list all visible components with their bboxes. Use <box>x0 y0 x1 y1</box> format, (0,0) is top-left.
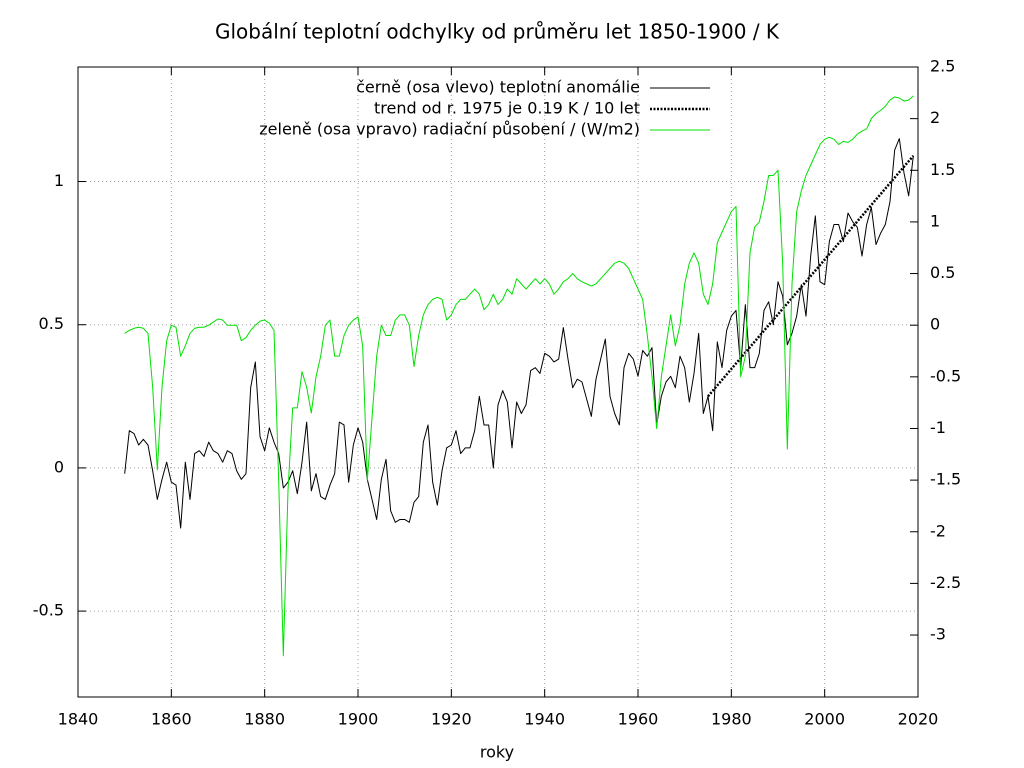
x-tick-label: 1940 <box>524 710 565 729</box>
y2-tick-label: -1 <box>930 418 946 437</box>
data-line <box>124 138 914 529</box>
legend-label: černě (osa vlevo) teplotní anomálie <box>356 78 640 97</box>
x-tick-label: 2020 <box>898 710 939 729</box>
y-tick-label: -0.5 <box>33 601 64 620</box>
chart-title: Globální teplotní odchylky od průměru le… <box>215 20 780 44</box>
x-tick-label: 2000 <box>804 710 845 729</box>
x-axis-label: roky <box>480 743 514 762</box>
y2-tick-label: 2.5 <box>930 57 955 76</box>
y2-tick-label: -3 <box>930 625 946 644</box>
y2-tick-label: -0.5 <box>930 366 961 385</box>
data-line <box>707 154 915 398</box>
x-tick-label: 1880 <box>244 710 285 729</box>
y-tick-label: 0.5 <box>39 314 64 333</box>
y-tick-label: 0 <box>54 457 64 476</box>
data-line <box>124 95 914 657</box>
y2-tick-label: 1 <box>930 211 940 230</box>
y2-tick-label: -2 <box>930 521 946 540</box>
x-tick-label: 1860 <box>151 710 192 729</box>
legend-label: zeleně (osa vpravo) radiační působení / … <box>259 120 640 139</box>
y2-tick-label: 1.5 <box>930 160 955 179</box>
y2-tick-label: -1.5 <box>930 470 961 489</box>
x-tick-label: 1980 <box>711 710 752 729</box>
x-tick-label: 1960 <box>618 710 659 729</box>
y2-tick-label: -2.5 <box>930 573 961 592</box>
x-tick-label: 1920 <box>431 710 472 729</box>
y2-tick-label: 0 <box>930 315 940 334</box>
legend-label: trend od r. 1975 je 0.19 K / 10 let <box>374 99 640 118</box>
x-tick-label: 1900 <box>338 710 379 729</box>
y-tick-label: 1 <box>54 171 64 190</box>
x-tick-label: 1840 <box>58 710 99 729</box>
y2-tick-label: 0.5 <box>930 263 955 282</box>
y2-tick-label: 2 <box>930 108 940 127</box>
plot-frame <box>77 66 919 698</box>
